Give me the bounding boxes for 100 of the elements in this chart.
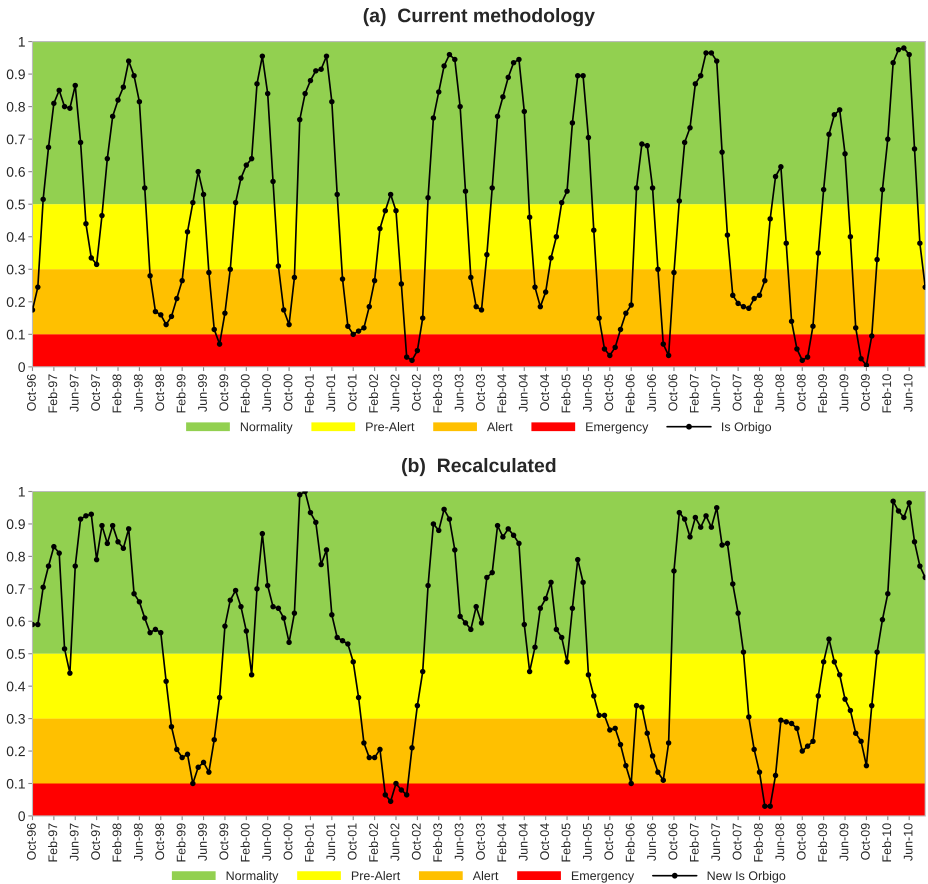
y-tick-label: 0.2 bbox=[6, 746, 25, 756]
legend-label: Pre-Alert bbox=[366, 422, 414, 432]
x-tick-label: Oct-05 bbox=[604, 823, 614, 860]
y-tick-label: 0.1 bbox=[6, 330, 25, 340]
y-tick-label: 0.7 bbox=[6, 584, 25, 594]
x-tick-label: Jun-97 bbox=[70, 824, 79, 861]
legend-label: Normality bbox=[226, 870, 278, 883]
x-tick-label: Jun-02 bbox=[390, 824, 400, 861]
x-tick-label: Oct-02 bbox=[412, 374, 421, 411]
x-tick-label: Jun-08 bbox=[775, 374, 784, 412]
x-tick-label: Feb-07 bbox=[690, 824, 699, 862]
legend-label: New Is Orbigo bbox=[708, 870, 786, 883]
x-tick-label: Oct-08 bbox=[796, 823, 806, 860]
x-tick-label: Feb-10 bbox=[882, 823, 892, 862]
x-tick-label: Feb-03 bbox=[432, 374, 442, 412]
y-tick-label: 0.5 bbox=[6, 200, 25, 210]
x-tick-label: Oct-03 bbox=[476, 374, 485, 411]
y-tick-label: 0.6 bbox=[6, 616, 25, 626]
x-tick-label: Feb-10 bbox=[882, 374, 892, 412]
x-tick-label: Jun-10 bbox=[904, 374, 913, 412]
x-tick-label: Oct-97 bbox=[91, 824, 100, 860]
x-tick-label: Oct-09 bbox=[860, 374, 870, 411]
x-tick-label: Feb-03 bbox=[432, 823, 442, 862]
x-tick-label: Jun-03 bbox=[454, 374, 464, 412]
y-tick-label: 0 bbox=[18, 362, 25, 372]
x-tick-label: Jun-01 bbox=[326, 374, 336, 412]
x-tick-label: Oct-01 bbox=[348, 823, 357, 860]
y-tick-label: 0.8 bbox=[6, 552, 25, 562]
x-tick-label: Oct-00 bbox=[284, 374, 292, 411]
x-tick-label: Jun-07 bbox=[711, 374, 720, 412]
x-tick-label: Jun-05 bbox=[582, 374, 592, 412]
x-tick-label: Feb-98 bbox=[112, 374, 122, 412]
legend-label: Emergency bbox=[586, 422, 648, 434]
x-tick-label: Feb-00 bbox=[240, 374, 250, 412]
legend-label: Is Orbigo bbox=[722, 422, 772, 434]
y-tick-label: 0.1 bbox=[6, 778, 25, 789]
x-tick-label: Oct-99 bbox=[219, 823, 228, 860]
x-tick-label: Oct-99 bbox=[219, 374, 228, 411]
x-tick-label: Oct-96 bbox=[26, 823, 36, 860]
x-tick-label: Feb-02 bbox=[368, 374, 378, 412]
y-tick-label: 1 bbox=[18, 486, 25, 497]
legend-label: Normality bbox=[240, 422, 293, 434]
x-tick-label: Jun-99 bbox=[198, 374, 207, 412]
x-tick-label: Jun-06 bbox=[647, 823, 656, 861]
x-tick-label: Feb-99 bbox=[176, 374, 186, 412]
y-tick-label: 0.9 bbox=[6, 69, 25, 80]
legend-label: Alert bbox=[472, 870, 498, 880]
x-tick-label: Oct-00 bbox=[284, 823, 292, 860]
x-tick-label: Oct-07 bbox=[732, 374, 742, 411]
x-tick-label: Jun-09 bbox=[840, 374, 848, 412]
y-tick-label: 1 bbox=[18, 37, 25, 47]
y-tick-label: 0.8 bbox=[6, 102, 25, 112]
x-tick-label: Feb-05 bbox=[561, 823, 570, 862]
x-tick-label: Jun-04 bbox=[518, 823, 528, 861]
x-tick-label: Jun-98 bbox=[134, 823, 143, 861]
x-tick-label: Jun-00 bbox=[262, 374, 272, 412]
x-tick-label: Jun-01 bbox=[326, 823, 336, 861]
x-tick-label: Feb-05 bbox=[561, 374, 570, 412]
legend-label: Alert bbox=[486, 422, 513, 432]
y-tick-label: 0.5 bbox=[6, 649, 25, 659]
x-tick-label: Oct-06 bbox=[668, 823, 678, 860]
x-tick-label: Feb-08 bbox=[754, 374, 763, 412]
x-tick-label: Feb-00 bbox=[240, 823, 250, 862]
x-tick-label: Oct-01 bbox=[348, 374, 357, 411]
x-tick-label: Feb-97 bbox=[48, 374, 58, 412]
x-tick-label: Jun-09 bbox=[840, 823, 848, 861]
x-tick-label: Oct-97 bbox=[91, 374, 100, 411]
x-tick-label: Feb-06 bbox=[625, 823, 635, 862]
x-tick-label: Jun-00 bbox=[262, 823, 272, 861]
x-tick-label: Jun-97 bbox=[70, 374, 79, 412]
x-tick-label: Jun-07 bbox=[711, 824, 720, 861]
x-tick-label: Oct-03 bbox=[476, 823, 485, 860]
x-tick-label: Feb-01 bbox=[304, 374, 314, 412]
x-tick-label: Feb-99 bbox=[176, 823, 186, 862]
x-tick-label: Jun-10 bbox=[904, 823, 913, 861]
chart-title: (b) Recalculated bbox=[402, 458, 556, 476]
y-tick-label: 0.2 bbox=[6, 297, 25, 307]
x-tick-label: Feb-01 bbox=[304, 823, 314, 862]
x-tick-label: Feb-08 bbox=[754, 823, 763, 862]
y-tick-label: 0 bbox=[18, 811, 25, 822]
x-tick-label: Jun-04 bbox=[518, 374, 528, 412]
x-tick-label: Oct-98 bbox=[155, 823, 164, 860]
x-tick-label: Feb-09 bbox=[818, 374, 828, 412]
x-tick-label: Oct-04 bbox=[540, 374, 550, 411]
x-tick-label: Jun-06 bbox=[647, 374, 656, 412]
legend-label: Emergency bbox=[572, 871, 634, 883]
y-tick-label: 0.6 bbox=[6, 167, 25, 177]
x-tick-label: Jun-03 bbox=[454, 823, 464, 861]
y-tick-label: 0.4 bbox=[6, 681, 26, 692]
x-tick-label: Jun-08 bbox=[775, 823, 784, 861]
x-tick-label: Feb-02 bbox=[368, 824, 378, 862]
y-tick-label: 0.9 bbox=[6, 519, 25, 530]
x-tick-label: Oct-96 bbox=[26, 374, 36, 411]
x-tick-label: Jun-99 bbox=[198, 823, 207, 861]
x-tick-label: Feb-09 bbox=[818, 823, 828, 862]
x-tick-label: Jun-02 bbox=[390, 374, 400, 412]
x-tick-label: Oct-08 bbox=[796, 374, 806, 411]
x-tick-label: Feb-06 bbox=[625, 374, 635, 412]
x-tick-label: Feb-97 bbox=[48, 824, 58, 862]
x-tick-label: Feb-04 bbox=[497, 823, 506, 862]
